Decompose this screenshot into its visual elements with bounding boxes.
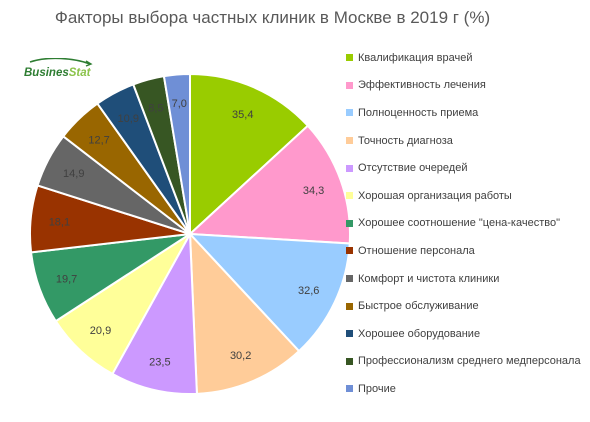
legend-swatch bbox=[346, 137, 353, 145]
data-label-12: 8,5 bbox=[148, 102, 163, 114]
legend-item-8: Отношение персонала bbox=[346, 237, 590, 265]
legend-swatch bbox=[346, 54, 353, 62]
pie-slice-2 bbox=[187, 124, 351, 245]
legend-label: Профессионализм среднего медперсонала bbox=[358, 355, 581, 368]
data-label-2: 34,3 bbox=[303, 185, 324, 197]
legend-item-1: Квалификация врачей bbox=[346, 44, 590, 72]
legend-label: Отсутствие очередей bbox=[358, 162, 468, 175]
legend-item-3: Полноценность приема bbox=[346, 99, 590, 127]
data-label-6: 20,9 bbox=[90, 325, 111, 337]
legend-swatch bbox=[346, 81, 353, 89]
legend-label: Полноценность приема bbox=[358, 106, 479, 119]
data-label-4: 30,2 bbox=[230, 350, 251, 362]
legend-swatch bbox=[346, 164, 353, 172]
pie-slice-13 bbox=[162, 72, 191, 235]
data-label-9: 14,9 bbox=[63, 168, 84, 180]
legend-label: Хорошее оборудование bbox=[358, 327, 481, 340]
legend-item-12: Профессионализм среднего медперсонала bbox=[346, 348, 590, 376]
legend-label: Хорошая организация работы bbox=[358, 189, 512, 202]
legend-swatch bbox=[346, 219, 353, 227]
legend-item-5: Отсутствие очередей bbox=[346, 154, 590, 182]
legend-label: Хорошее соотношение "цена-качество" bbox=[358, 217, 560, 230]
data-label-11: 10,9 bbox=[118, 113, 139, 125]
data-label-5: 23,5 bbox=[149, 357, 170, 369]
legend-item-9: Комфорт и чистота клиники bbox=[346, 265, 590, 293]
legend-swatch bbox=[346, 302, 353, 310]
pie-slice-5 bbox=[111, 230, 198, 395]
legend-item-4: Точность диагноза bbox=[346, 127, 590, 155]
legend-label: Быстрое обслуживание bbox=[358, 300, 479, 313]
data-label-7: 19,7 bbox=[56, 273, 77, 285]
legend-item-11: Хорошее оборудование bbox=[346, 320, 590, 348]
legend-swatch bbox=[346, 385, 353, 393]
legend-swatch bbox=[346, 192, 353, 200]
legend-swatch bbox=[346, 247, 353, 255]
data-label-3: 32,6 bbox=[298, 285, 319, 297]
pie-slice-1 bbox=[189, 72, 310, 237]
businesstat-logo: BusinesStat bbox=[24, 58, 93, 79]
logo-text: BusinesStat bbox=[24, 67, 92, 79]
data-label-13: 7,0 bbox=[172, 98, 187, 110]
pie-slice-4 bbox=[188, 231, 301, 395]
legend-item-2: Эффективность лечения bbox=[346, 72, 590, 100]
chart-legend: Квалификация врачей Эффективность лечения… bbox=[346, 44, 590, 403]
data-label-8: 18,1 bbox=[49, 216, 70, 228]
pie-slices bbox=[29, 72, 351, 395]
legend-swatch bbox=[346, 275, 353, 283]
legend-swatch bbox=[346, 357, 353, 365]
legend-swatch bbox=[346, 109, 353, 117]
legend-item-13: Прочие bbox=[346, 375, 590, 403]
pie-data-labels: 35,4 34,3 32,6 30,2 23,5 20,9 19,7 18,1 14,9 12,7… bbox=[49, 98, 325, 368]
legend-item-6: Хорошая организация работы bbox=[346, 182, 590, 210]
legend-label: Эффективность лечения bbox=[358, 79, 486, 92]
data-label-10: 12,7 bbox=[88, 134, 109, 146]
legend-label: Комфорт и чистота клиники bbox=[358, 272, 500, 285]
legend-label: Прочие bbox=[358, 382, 396, 395]
chart-title: Факторы выбора частных клиник в Москве в… bbox=[54, 8, 491, 27]
legend-swatch bbox=[346, 330, 353, 338]
legend-item-7: Хорошее соотношение "цена-качество" bbox=[346, 210, 590, 238]
legend-label: Отношение персонала bbox=[358, 244, 475, 257]
legend-label: Квалификация врачей bbox=[358, 51, 473, 64]
legend-item-10: Быстрое обслуживание bbox=[346, 292, 590, 320]
data-label-1: 35,4 bbox=[232, 109, 253, 121]
legend-label: Точность диагноза bbox=[358, 134, 453, 147]
